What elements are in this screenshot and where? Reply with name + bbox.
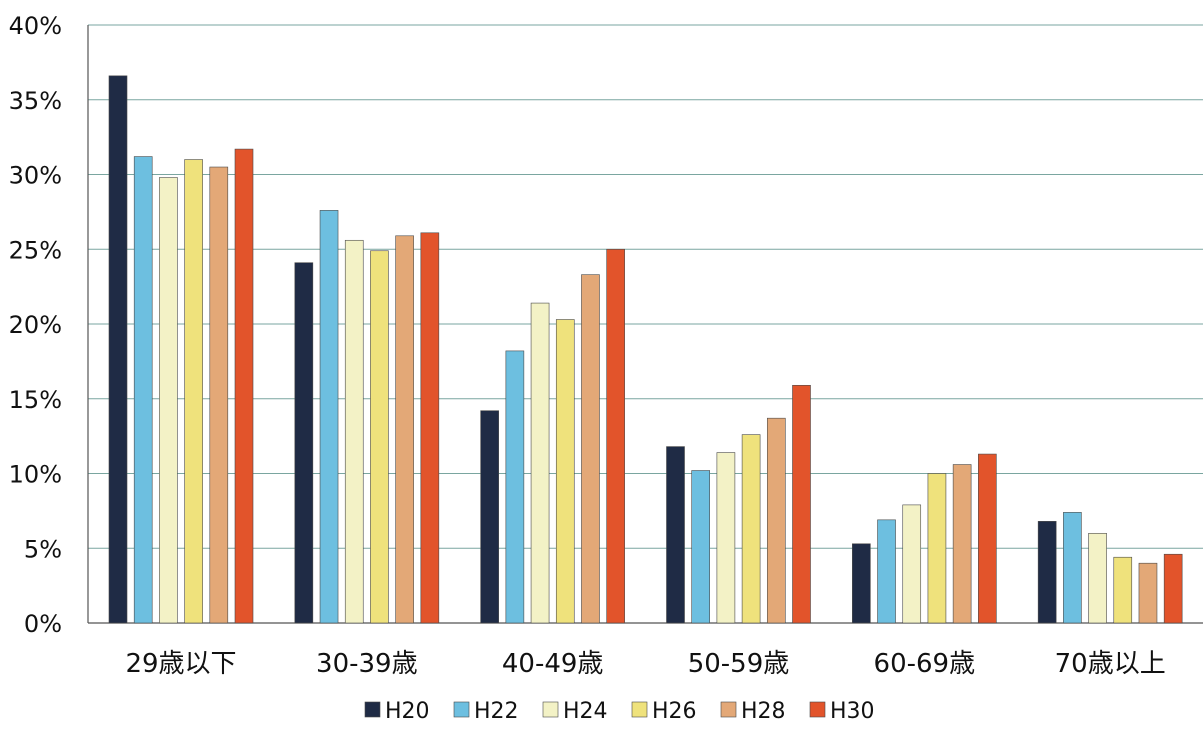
y-tick-label: 40% (9, 12, 62, 40)
bar-H30-5 (1163, 553, 1183, 624)
bar-H26-0 (184, 159, 203, 624)
y-tick-label: 20% (9, 311, 62, 339)
y-tick-labels: 0% 5% 10% 15% 20% 25% 30% 35% 40% (9, 12, 62, 638)
legend-label-H30: H30 (830, 699, 875, 724)
y-tick-label: 15% (9, 386, 62, 414)
bar-H26-1 (370, 250, 389, 624)
bar-H20-1 (294, 262, 314, 624)
bar-H30-0 (234, 148, 254, 624)
legend-swatch-H20 (364, 701, 381, 718)
x-tick-labels: 29歳以下 30-39歳 40-49歳 50-59歳 60-69歳 70歳以上 (125, 649, 1165, 679)
y-tick-label: 10% (9, 461, 62, 489)
legend-label-H20: H20 (385, 699, 430, 724)
bar-H26-3 (741, 434, 761, 624)
bar-H20-0 (108, 75, 128, 624)
legend-label-H24: H24 (563, 699, 608, 724)
legend-swatch-H28 (720, 701, 737, 718)
bar-H22-4 (877, 519, 896, 624)
bar-H30-4 (978, 453, 997, 624)
bar-H30-2 (606, 248, 625, 624)
x-tick-label: 30-39歳 (316, 649, 418, 679)
y-tick-label: 35% (9, 87, 62, 115)
bar-H20-4 (852, 543, 871, 624)
bar-H24-1 (344, 239, 364, 624)
legend: H20 H22 H24 H26 H28 H30 (364, 699, 875, 724)
legend-swatch-H24 (542, 701, 559, 718)
bar-H28-1 (395, 235, 414, 624)
bar-H22-3 (691, 470, 711, 624)
bar-H28-2 (581, 274, 600, 624)
x-tick-label: 40-49歳 (502, 649, 604, 679)
legend-label-H22: H22 (474, 699, 519, 724)
bar-H26-4 (927, 473, 947, 624)
bar-H26-5 (1113, 556, 1133, 624)
bars (108, 75, 1183, 624)
x-tick-label: 60-69歳 (874, 649, 976, 679)
legend-swatch-H22 (453, 701, 470, 718)
x-tick-label: 50-59歳 (688, 649, 790, 679)
x-tick-label: 70歳以上 (1055, 649, 1166, 679)
bar-H20-2 (480, 410, 499, 624)
gridlines (88, 24, 1203, 549)
bar-H30-3 (792, 384, 811, 624)
axes (87, 25, 1203, 624)
bar-H24-3 (716, 452, 736, 624)
bar-H20-3 (666, 446, 685, 624)
y-tick-label: 30% (9, 162, 62, 190)
legend-swatch-H30 (809, 701, 826, 718)
legend-label-H26: H26 (652, 699, 697, 724)
bar-H24-0 (159, 177, 178, 624)
bar-H24-2 (530, 302, 550, 624)
bar-H22-2 (505, 350, 525, 624)
bar-H22-0 (133, 156, 153, 624)
y-tick-label: 0% (24, 610, 62, 638)
bar-H24-4 (902, 504, 922, 624)
y-tick-label: 5% (24, 535, 62, 563)
bar-H22-1 (319, 210, 339, 624)
y-tick-label: 25% (9, 236, 62, 264)
bar-H28-0 (209, 166, 229, 624)
x-tick-label: 29歳以下 (125, 649, 236, 679)
bar-H22-5 (1063, 512, 1082, 624)
bar-H30-1 (420, 232, 440, 624)
legend-swatch-H26 (631, 701, 648, 718)
bar-H20-5 (1037, 521, 1057, 624)
bar-H28-4 (952, 464, 972, 624)
bar-H28-5 (1138, 562, 1158, 624)
bar-H28-3 (766, 417, 786, 624)
bar-H24-5 (1088, 532, 1107, 624)
legend-label-H28: H28 (741, 699, 786, 724)
bar-H26-2 (555, 319, 575, 624)
